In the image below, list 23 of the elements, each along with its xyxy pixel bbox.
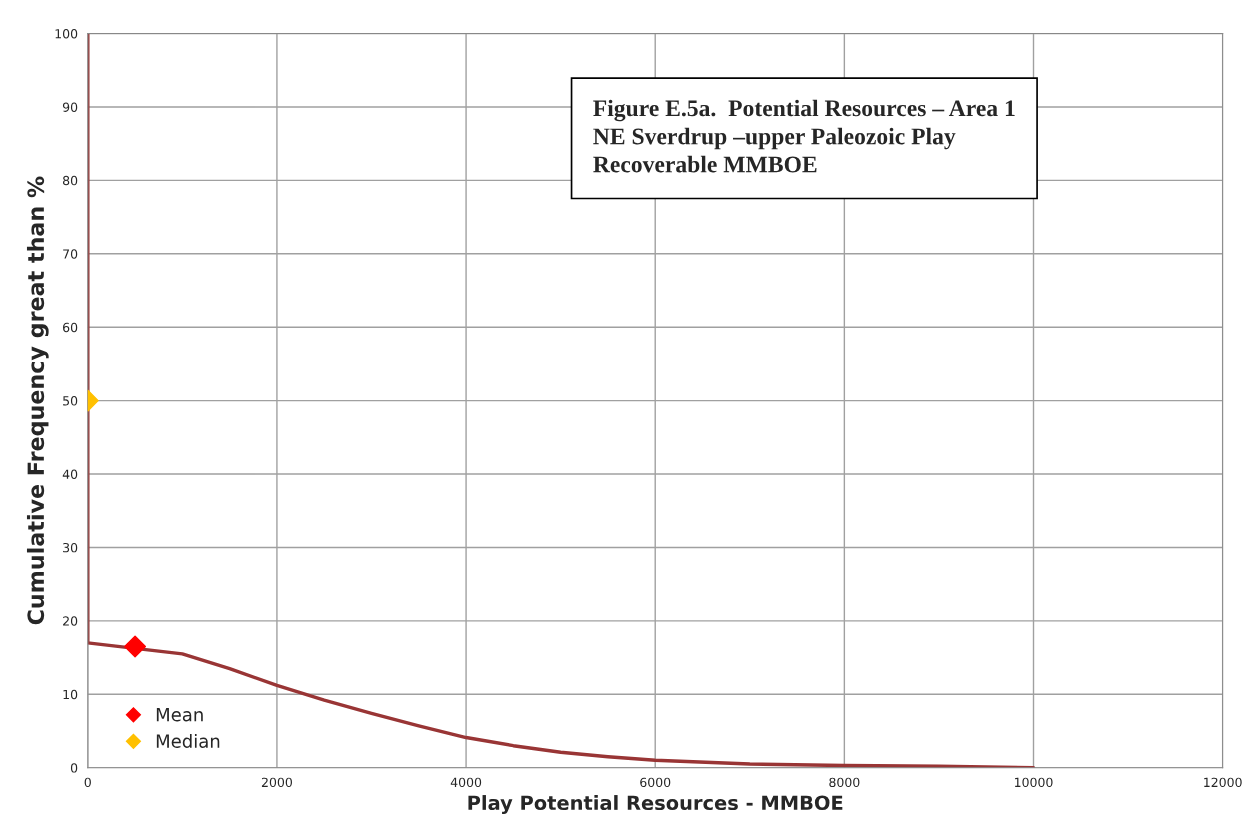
y-tick-label: 20 [63, 616, 78, 626]
y-tick-label: 60 [63, 322, 78, 333]
x-tick-label: 6000 [640, 777, 671, 788]
x-tick-label: 12000 [1204, 777, 1242, 788]
legend-label: Mean [156, 708, 203, 722]
y-tick-label: 90 [62, 102, 78, 112]
y-tick-label: 30 [63, 542, 78, 553]
y-tick-label: 10 [63, 689, 78, 700]
y-tick-label: 100 [55, 29, 78, 39]
x-tick-label: 2000 [261, 777, 292, 788]
x-tick-label: 10000 [1015, 777, 1053, 788]
x-tick-label: 8000 [829, 777, 860, 788]
y-axis-title: Cumulative Frequency great than % [26, 176, 49, 625]
y-tick-label: 50 [63, 396, 78, 406]
x-tick-label: 0 [84, 777, 91, 788]
x-tick-label: 4000 [450, 777, 482, 788]
y-tick-label: 40 [62, 469, 78, 479]
legend-label: Median [156, 733, 220, 748]
y-tick-label: 80 [63, 175, 78, 186]
text: Figure E.5a. Potential Resources – Area 1 NE Sverdrup –upper Paleozoic Play Recoverable MMBOE [593, 99, 1015, 173]
y-tick-label: 0 [70, 763, 78, 773]
y-tick-label: 70 [63, 249, 78, 259]
x-axis-title: Play Potential Resources - MMBOE [468, 795, 843, 815]
